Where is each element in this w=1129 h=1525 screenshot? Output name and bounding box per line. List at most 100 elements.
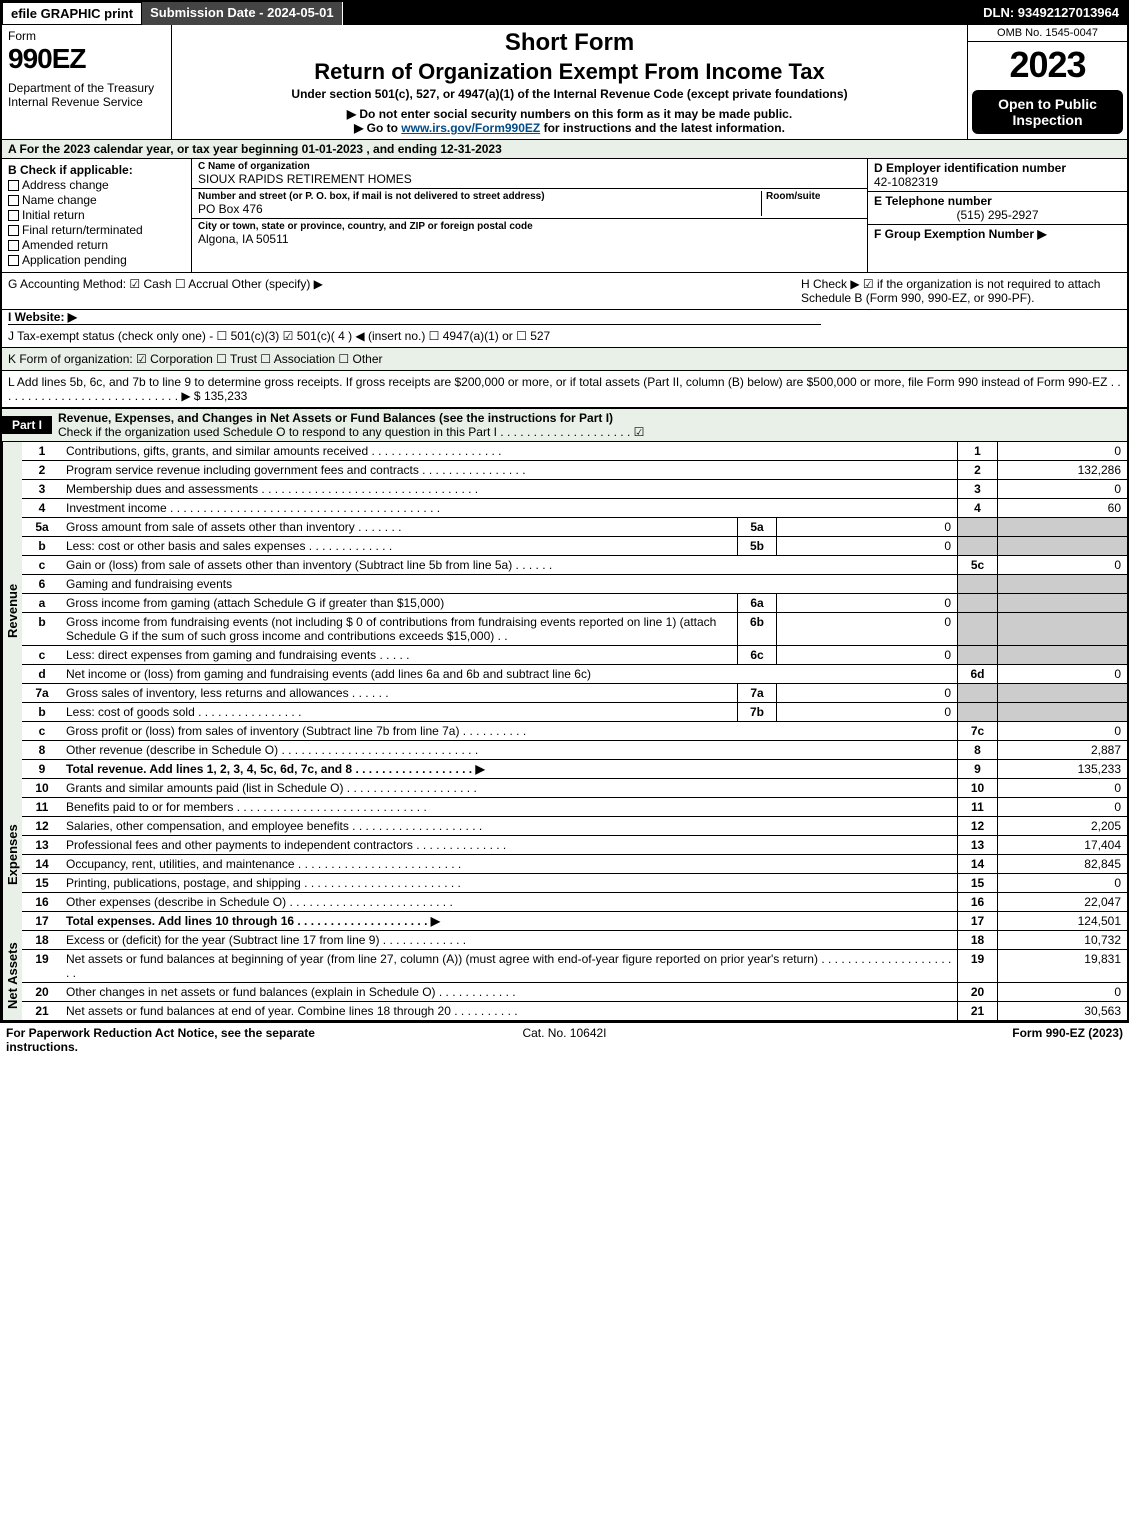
chk-final-return[interactable]: Final return/terminated [8, 223, 185, 237]
line-13: 13Professional fees and other payments t… [22, 836, 1127, 855]
line-7c: cGross profit or (loss) from sales of in… [22, 722, 1127, 741]
tax-year: 2023 [968, 42, 1127, 88]
part-i-title: Revenue, Expenses, and Changes in Net As… [52, 409, 1127, 441]
goto-suffix: for instructions and the latest informat… [540, 121, 785, 135]
line-g-h: G Accounting Method: ☑ Cash ☐ Accrual Ot… [2, 273, 1127, 310]
page-footer: For Paperwork Reduction Act Notice, see … [0, 1022, 1129, 1057]
g-accounting-method: G Accounting Method: ☑ Cash ☐ Accrual Ot… [8, 277, 801, 305]
line-17: 17Total expenses. Add lines 10 through 1… [22, 912, 1127, 931]
line-5c: cGain or (loss) from sale of assets othe… [22, 556, 1127, 575]
phone-row: E Telephone number (515) 295-2927 [868, 192, 1127, 225]
footer-left: For Paperwork Reduction Act Notice, see … [6, 1026, 378, 1054]
header-left: Form 990EZ Department of the Treasury In… [2, 25, 172, 139]
ein-value: 42-1082319 [874, 175, 1121, 189]
dln-number: DLN: 93492127013964 [975, 2, 1127, 25]
line-21: 21Net assets or fund balances at end of … [22, 1002, 1127, 1020]
line-20: 20Other changes in net assets or fund ba… [22, 983, 1127, 1002]
phone-value: (515) 295-2927 [874, 208, 1121, 222]
line-1: 1Contributions, gifts, grants, and simil… [22, 442, 1127, 461]
line-5b: bLess: cost or other basis and sales exp… [22, 537, 1127, 556]
group-exemption-row: F Group Exemption Number ▶ [868, 225, 1127, 243]
expenses-section: Expenses 10Grants and similar amounts pa… [2, 779, 1127, 931]
org-name-label: C Name of organization [198, 161, 861, 172]
city-value: Algona, IA 50511 [198, 232, 861, 246]
org-name-row: C Name of organization SIOUX RAPIDS RETI… [192, 159, 867, 189]
line-3: 3Membership dues and assessments . . . .… [22, 480, 1127, 499]
city-row: City or town, state or province, country… [192, 219, 867, 248]
footer-right: Form 990-EZ (2023) [751, 1026, 1123, 1054]
line-6b: bGross income from fundraising events (n… [22, 613, 1127, 646]
line-5a: 5aGross amount from sale of assets other… [22, 518, 1127, 537]
ein-label: D Employer identification number [874, 161, 1121, 175]
phone-label: E Telephone number [874, 194, 1121, 208]
irs-label: Internal Revenue Service [8, 95, 165, 109]
line-9: 9Total revenue. Add lines 1, 2, 3, 4, 5c… [22, 760, 1127, 779]
room-label: Room/suite [766, 191, 861, 202]
form-header: Form 990EZ Department of the Treasury In… [2, 25, 1127, 140]
street-value: PO Box 476 [198, 202, 761, 216]
line-k-form-org: K Form of organization: ☑ Corporation ☐ … [2, 348, 1127, 371]
footer-center: Cat. No. 10642I [378, 1026, 750, 1054]
line-6d: dNet income or (loss) from gaming and fu… [22, 665, 1127, 684]
part-i-check: Check if the organization used Schedule … [58, 425, 644, 439]
line-12: 12Salaries, other compensation, and empl… [22, 817, 1127, 836]
section-b-through-f: B Check if applicable: Address change Na… [2, 159, 1127, 273]
line-7b: bLess: cost of goods sold . . . . . . . … [22, 703, 1127, 722]
line-6a: aGross income from gaming (attach Schedu… [22, 594, 1127, 613]
open-public-badge: Open to Public Inspection [972, 90, 1123, 134]
ein-row: D Employer identification number 42-1082… [868, 159, 1127, 192]
form-label: Form [8, 29, 165, 43]
header-right: OMB No. 1545-0047 2023 Open to Public In… [967, 25, 1127, 139]
line-19: 19Net assets or fund balances at beginni… [22, 950, 1127, 983]
line-10: 10Grants and similar amounts paid (list … [22, 779, 1127, 798]
h-schedule-b: H Check ▶ ☑ if the organization is not r… [801, 277, 1121, 305]
revenue-section: Revenue 1Contributions, gifts, grants, a… [2, 442, 1127, 779]
column-c-org-info: C Name of organization SIOUX RAPIDS RETI… [192, 159, 867, 272]
omb-number: OMB No. 1545-0047 [968, 25, 1127, 42]
net-assets-section: Net Assets 18Excess or (deficit) for the… [2, 931, 1127, 1020]
chk-app-pending[interactable]: Application pending [8, 253, 185, 267]
group-exemption-label: F Group Exemption Number ▶ [874, 227, 1121, 241]
street-label: Number and street (or P. O. box, if mail… [198, 191, 761, 202]
form-number: 990EZ [8, 43, 165, 75]
part-i-label: Part I [2, 416, 52, 434]
submission-date: Submission Date - 2024-05-01 [142, 2, 343, 25]
net-assets-tab: Net Assets [2, 931, 22, 1020]
top-bar: efile GRAPHIC print Submission Date - 20… [2, 2, 1127, 25]
main-title: Return of Organization Exempt From Incom… [180, 59, 959, 85]
line-i-website: I Website: ▶ [2, 310, 1127, 325]
line-11: 11Benefits paid to or for members . . . … [22, 798, 1127, 817]
column-d-e-f: D Employer identification number 42-1082… [867, 159, 1127, 272]
line-a-tax-year: A For the 2023 calendar year, or tax yea… [2, 140, 1127, 159]
chk-amended[interactable]: Amended return [8, 238, 185, 252]
line-15: 15Printing, publications, postage, and s… [22, 874, 1127, 893]
city-label: City or town, state or province, country… [198, 221, 861, 232]
i-website: I Website: ▶ [8, 310, 821, 325]
revenue-tab: Revenue [2, 442, 22, 779]
b-label: B Check if applicable: [8, 163, 185, 177]
line-2: 2Program service revenue including gover… [22, 461, 1127, 480]
chk-address-change[interactable]: Address change [8, 178, 185, 192]
line-7a: 7aGross sales of inventory, less returns… [22, 684, 1127, 703]
efile-print-button[interactable]: efile GRAPHIC print [2, 2, 142, 25]
irs-link[interactable]: www.irs.gov/Form990EZ [401, 121, 540, 135]
line-6c: cLess: direct expenses from gaming and f… [22, 646, 1127, 665]
chk-initial-return[interactable]: Initial return [8, 208, 185, 222]
line-8: 8Other revenue (describe in Schedule O) … [22, 741, 1127, 760]
line-4: 4Investment income . . . . . . . . . . .… [22, 499, 1127, 518]
ssn-warning: ▶ Do not enter social security numbers o… [180, 107, 959, 121]
header-middle: Short Form Return of Organization Exempt… [172, 25, 967, 139]
line-l-gross-receipts: L Add lines 5b, 6c, and 7b to line 9 to … [2, 371, 1127, 408]
instructions-line: ▶ Go to www.irs.gov/Form990EZ for instru… [180, 121, 959, 135]
line-18: 18Excess or (deficit) for the year (Subt… [22, 931, 1127, 950]
chk-name-change[interactable]: Name change [8, 193, 185, 207]
line-j-tax-exempt: J Tax-exempt status (check only one) - ☐… [2, 325, 1127, 348]
subtitle: Under section 501(c), 527, or 4947(a)(1)… [180, 87, 959, 101]
short-form-title: Short Form [180, 29, 959, 57]
goto-prefix: ▶ Go to [354, 121, 401, 135]
line-6: 6Gaming and fundraising events [22, 575, 1127, 594]
org-name-value: SIOUX RAPIDS RETIREMENT HOMES [198, 172, 861, 186]
expenses-tab: Expenses [2, 779, 22, 931]
column-b-checkboxes: B Check if applicable: Address change Na… [2, 159, 192, 272]
line-16: 16Other expenses (describe in Schedule O… [22, 893, 1127, 912]
